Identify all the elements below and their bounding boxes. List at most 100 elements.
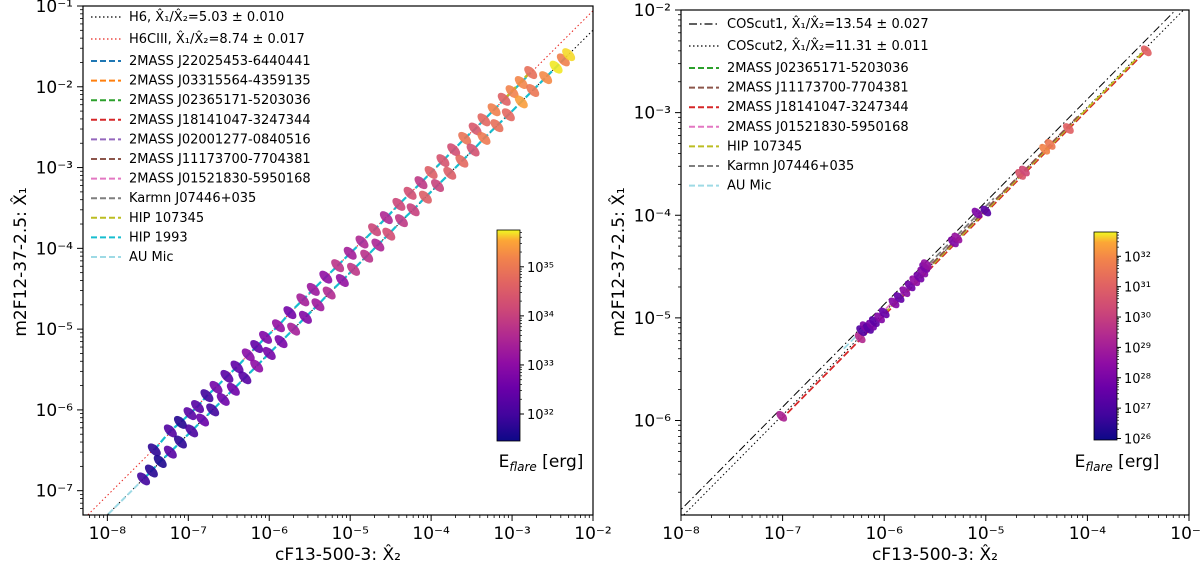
y-tick-label: 10⁻⁴ bbox=[36, 239, 74, 259]
flare-point bbox=[147, 443, 161, 457]
right-colorbar: 10²⁶ 10²⁷ 10²⁸ 10²⁹ 10³⁰ 10³¹ 10³² Eflare [erg… bbox=[1075, 231, 1160, 474]
left-panel: 10⁻⁸ 10⁻⁷ 10⁻⁶ 10⁻⁵ 10⁻⁴ 10⁻³ 10⁻² 10⁻⁷ 10⁻⁶ 10⁻⁵… bbox=[10, 0, 612, 565]
legend-label-series: AU Mic bbox=[129, 250, 174, 265]
flare-point bbox=[343, 246, 357, 260]
flare-point bbox=[1044, 139, 1056, 150]
colorbar-tick-label: 10³⁴ bbox=[527, 310, 554, 325]
x-tick-label: 10⁻⁴ bbox=[1069, 524, 1107, 544]
flare-point bbox=[514, 76, 528, 89]
right-colorbar-label-sub: flare bbox=[1085, 460, 1112, 474]
flare-point bbox=[173, 415, 187, 429]
colorbar-tick-label: 10²⁸ bbox=[1124, 372, 1151, 387]
flare-point bbox=[1062, 123, 1074, 134]
flare-point bbox=[360, 249, 374, 263]
right-colorbar-label-main: E bbox=[1075, 452, 1086, 472]
left-legend: H6, X̂₁/X̂₂=5.03 ± 0.010 H6CIII, X̂₁/X̂₂=… bbox=[91, 10, 311, 265]
flare-point bbox=[418, 190, 432, 204]
left-axis-ticks: 10⁻⁸ 10⁻⁷ 10⁻⁶ 10⁻⁵ 10⁻⁴ 10⁻³ 10⁻² 10⁻⁷ 10⁻⁶ 10⁻⁵… bbox=[36, 0, 612, 544]
y-tick-label: 10⁻⁵ bbox=[634, 309, 671, 329]
flare-point bbox=[144, 464, 158, 478]
legend-label-series: AU Mic bbox=[727, 179, 772, 194]
left-flare-points bbox=[137, 48, 576, 486]
flare-point bbox=[306, 282, 320, 296]
flare-point bbox=[490, 119, 504, 133]
flare-point bbox=[424, 165, 438, 179]
colorbar-tick-label: 10²⁷ bbox=[1124, 402, 1151, 417]
flare-point bbox=[394, 214, 408, 228]
star-track bbox=[503, 72, 530, 101]
flare-point bbox=[1140, 45, 1152, 57]
colorbar-tick-label: 10³⁵ bbox=[527, 261, 554, 276]
flare-point bbox=[298, 310, 312, 324]
flare-point bbox=[477, 131, 491, 145]
flare-point bbox=[185, 424, 199, 438]
x-tick-label: 10⁻⁷ bbox=[170, 524, 208, 544]
flare-point bbox=[206, 403, 220, 417]
flare-point bbox=[200, 389, 214, 403]
flare-point bbox=[443, 166, 457, 180]
flare-point bbox=[259, 330, 273, 344]
legend-label-h6ciii: H6CIII, X̂₁/X̂₂=8.74 ± 0.017 bbox=[129, 32, 305, 47]
left-colorbar: 10³² 10³³ 10³⁴ 10³⁵ Eflare [erg] bbox=[496, 229, 583, 474]
colorbar-tick-label: 10³⁰ bbox=[1124, 311, 1151, 326]
legend-label-series: 2MASS J03315564-4359135 bbox=[129, 74, 311, 89]
legend-label-series: 2MASS J02001277-0840516 bbox=[129, 132, 311, 147]
x-tick-label: 10⁻⁸ bbox=[89, 524, 127, 544]
flare-point bbox=[526, 83, 540, 97]
flare-point bbox=[447, 143, 461, 157]
flare-point bbox=[311, 298, 325, 312]
right-colorbar-gradient bbox=[1093, 231, 1118, 441]
legend-label-series: Karmn J07446+035 bbox=[129, 191, 256, 206]
flare-point bbox=[379, 211, 393, 225]
x-tick-label: 10⁻² bbox=[574, 524, 611, 544]
left-colorbar-gradient bbox=[496, 229, 521, 442]
y-tick-label: 10⁻⁶ bbox=[36, 401, 74, 421]
flare-point bbox=[368, 223, 382, 237]
flare-point bbox=[431, 178, 445, 192]
flare-point bbox=[920, 259, 932, 271]
flare-point bbox=[971, 207, 983, 219]
legend-label-series: Karmn J07446+035 bbox=[727, 159, 854, 174]
right-axis-ticks: 10⁻⁸ 10⁻⁷ 10⁻⁶ 10⁻⁵ 10⁻⁴ 10⁻³ 10⁻⁶ 10⁻⁵ 10⁻⁴ 10⁻³… bbox=[634, 1, 1200, 544]
y-tick-label: 10⁻⁶ bbox=[634, 412, 672, 432]
flare-point bbox=[980, 205, 992, 217]
right-panel: 10⁻⁸ 10⁻⁷ 10⁻⁶ 10⁻⁵ 10⁻⁴ 10⁻³ 10⁻⁶ 10⁻⁵ 10⁻⁴ 10⁻³… bbox=[608, 1, 1200, 565]
flare-point bbox=[230, 360, 244, 374]
flare-point bbox=[487, 103, 501, 117]
flare-point bbox=[287, 322, 301, 336]
flare-point bbox=[319, 270, 333, 284]
flare-point bbox=[893, 292, 905, 303]
flare-point bbox=[209, 380, 223, 394]
right-colorbar-label: Eflare [erg] bbox=[1075, 452, 1160, 474]
left-colorbar-ticks: 10³² 10³³ 10³⁴ 10³⁵ bbox=[520, 232, 554, 423]
flare-point bbox=[283, 306, 297, 320]
legend-label-series: HIP 107345 bbox=[129, 211, 204, 226]
flare-point bbox=[406, 203, 420, 217]
flare-point bbox=[403, 186, 417, 200]
fit-line-coscut1 bbox=[681, 10, 1177, 511]
left-y-axis-label: m2F12-37-2.5: X̂₁ bbox=[10, 187, 31, 336]
flare-point bbox=[322, 286, 336, 300]
colorbar-tick-label: 10³² bbox=[527, 408, 554, 423]
flare-point bbox=[238, 371, 252, 385]
flare-point bbox=[477, 113, 491, 127]
flare-point bbox=[1019, 165, 1030, 177]
legend-label-series: 2MASS J02365171-5203036 bbox=[727, 61, 909, 76]
right-flare-points bbox=[776, 45, 1152, 422]
flare-point bbox=[220, 369, 234, 383]
flare-point bbox=[382, 227, 396, 241]
flare-point bbox=[271, 319, 285, 333]
flare-point bbox=[335, 273, 349, 287]
flare-point bbox=[250, 339, 264, 353]
legend-label-series: 2MASS J02365171-5203036 bbox=[129, 93, 311, 108]
x-tick-label: 10⁻⁵ bbox=[967, 524, 1004, 544]
legend-label-coscut1: COScut1, X̂₁/X̂₂=13.54 ± 0.027 bbox=[727, 17, 929, 32]
y-tick-label: 10⁻² bbox=[36, 78, 73, 98]
flare-point bbox=[414, 176, 428, 190]
y-tick-label: 10⁻¹ bbox=[36, 0, 73, 17]
left-colorbar-label-sub: flare bbox=[509, 460, 536, 474]
star-track bbox=[779, 48, 1149, 421]
flare-point bbox=[466, 143, 480, 157]
flare-point bbox=[392, 197, 406, 211]
